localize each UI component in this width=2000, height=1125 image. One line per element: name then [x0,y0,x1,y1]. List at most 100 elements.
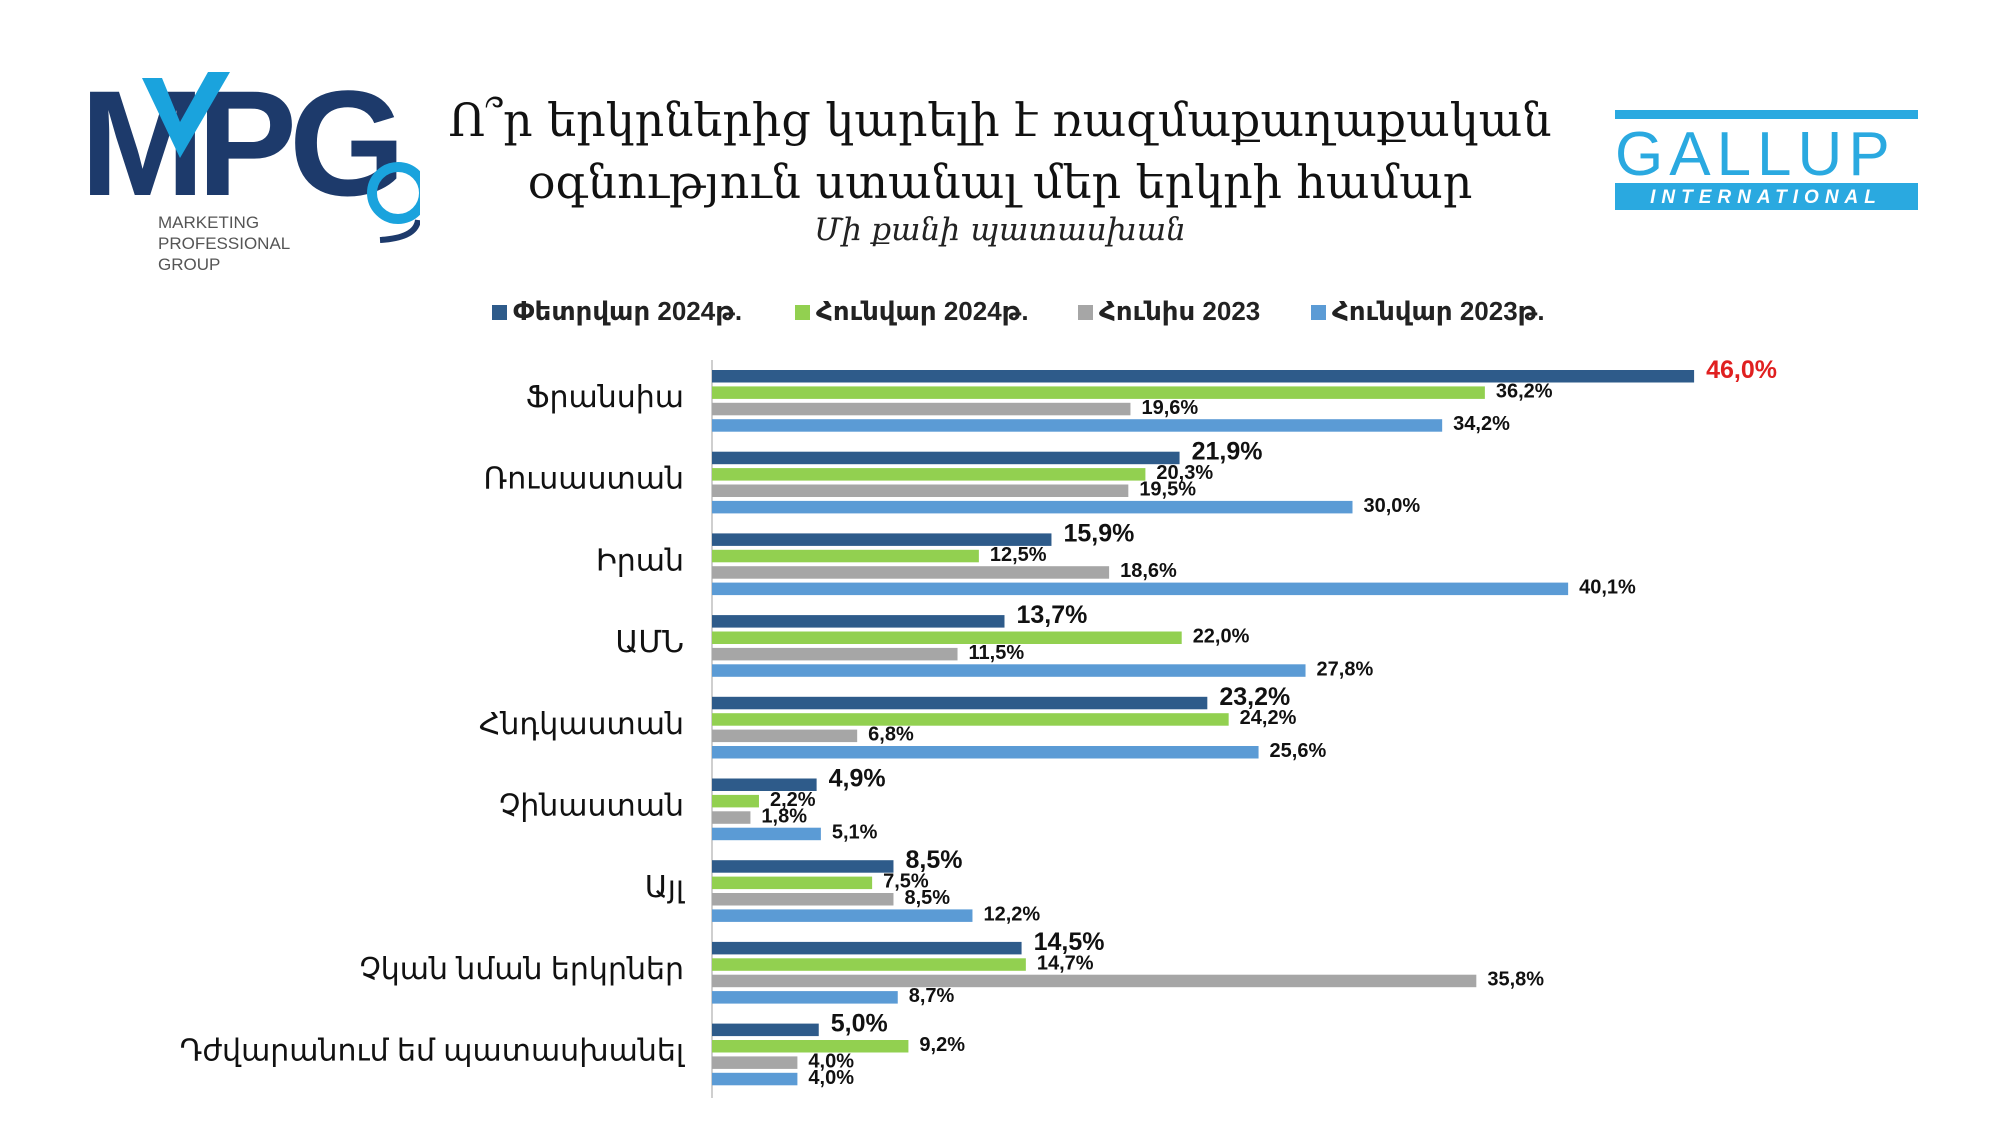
gallup-wordmark: GALLUP [1615,120,1896,189]
bar-s3-c4 [712,647,958,661]
bar-s2-c9 [712,1040,909,1053]
data-label-s1-c8: 14,5% [1034,928,1105,956]
bar-s2-c6 [712,794,759,808]
legend-label-3: Հունիս 2023 [1099,296,1260,326]
legend-swatch-1 [492,305,507,320]
bar-s3-c5 [712,729,858,743]
legend-label-4: Հունվար 2023թ. [1332,296,1545,326]
bar-s1-c1 [712,370,1695,383]
data-label-s3-c3: 18,6% [1120,560,1177,582]
data-label-s2-c9: 9,2% [919,1034,965,1056]
data-label-s3-c5: 6,8% [868,724,914,746]
data-label-s1-c7: 8,5% [905,846,962,874]
bar-s3-c7 [712,893,894,906]
category-label-2: Ռուսաստան [484,463,685,496]
bar-s1-c7 [712,860,894,873]
data-label-s2-c2: 20,3% [1156,462,1213,484]
bar-s1-c5 [712,696,1208,710]
category-label-9: Դժվարանում եմ պատասխանել [180,1035,686,1068]
data-label-s4-c1: 34,2% [1453,413,1510,435]
bar-s1-c4 [712,615,1005,628]
data-label-s3-c9: 4,0% [808,1050,854,1072]
chart-subtitle: Մի քանի պատասխան [814,212,1186,248]
bar-s4-c1 [712,419,1443,432]
data-label-s4-c2: 30,0% [1364,495,1421,517]
mpg-line2: PROFESSIONAL [158,234,290,253]
data-label-s3-c8: 35,8% [1487,969,1544,991]
data-label-s4-c4: 27,8% [1317,658,1374,680]
bar-s4-c8 [712,991,898,1004]
data-label-s1-c3: 15,9% [1063,519,1134,547]
data-label-s2-c1: 36,2% [1496,380,1553,402]
bar-s2-c7 [712,876,873,890]
bar-s2-c4 [712,631,1182,644]
gallup-logo: GALLUP INTERNATIONAL [1615,110,1918,210]
bar-s1-c3 [712,533,1052,546]
data-label-s3-c2: 19,5% [1139,479,1196,501]
bar-s3-c8 [712,974,1477,988]
data-label-s4-c9: 4,0% [808,1067,854,1089]
data-label-s2-c8: 14,7% [1037,952,1094,974]
category-label-1: Ֆրանսիա [526,381,684,414]
category-label-4: ԱՄՆ [615,626,684,659]
data-label-s2-c6: 2,2% [770,789,816,811]
mpg-line3: GROUP [158,255,220,274]
bar-s4-c6 [712,827,821,841]
bar-s2-c8 [712,958,1026,971]
data-label-s2-c5: 24,2% [1240,707,1297,729]
category-label-7: Այլ [645,871,686,904]
bar-s4-c9 [712,1072,798,1086]
mpg-wordmark: MPG [80,60,398,227]
data-label-s4-c3: 40,1% [1579,577,1636,599]
data-label-s1-c2: 21,9% [1192,438,1263,466]
bar-s4-c4 [712,664,1306,677]
data-label-s1-c9: 5,0% [831,1010,888,1038]
bar-s3-c9 [712,1056,798,1069]
data-label-s2-c7: 7,5% [883,871,929,893]
data-label-s2-c4: 22,0% [1193,626,1250,648]
bar-s3-c6 [712,811,751,824]
data-label-s3-c1: 19,6% [1141,397,1198,419]
bar-s2-c1 [712,386,1485,399]
data-label-s3-c4: 11,5% [969,642,1025,664]
bar-s4-c5 [712,746,1259,759]
data-label-s4-c8: 8,7% [909,985,955,1007]
bar-s2-c5 [712,713,1229,726]
gallup-subtitle: INTERNATIONAL [1650,187,1882,208]
legend-swatch-2 [795,305,810,320]
bar-s3-c1 [712,402,1131,416]
mpg-line1: MARKETING [158,213,259,232]
bar-s1-c8 [712,941,1022,955]
data-label-s1-c1: 46,0% [1706,356,1777,384]
data-label-s4-c7: 12,2% [983,903,1040,925]
category-label-8: Չկան նման երկրներ [359,953,684,986]
legend-swatch-4 [1311,305,1326,320]
mpg-logo: MPG MARKETING PROFESSIONAL GROUP [80,60,420,274]
bar-s4-c2 [712,500,1353,514]
legend-label-1: Փետրվար 2024թ. [513,296,742,326]
bar-s4-c3 [712,582,1569,596]
data-label-s3-c7: 8,5% [904,887,950,909]
bar-s1-c6 [712,778,817,791]
data-label-s4-c6: 5,1% [832,822,878,844]
category-label-6: Չինաստան [499,790,684,823]
category-label-5: Հնդկաստան [479,708,684,741]
chart-title-line2: օգնություն ստանալ մեր երկրի համար [527,155,1473,209]
bar-s2-c3 [712,549,979,563]
data-label-s2-c3: 12,5% [990,544,1047,566]
data-label-s1-c5: 23,2% [1219,683,1290,711]
bar-s3-c2 [712,484,1129,497]
mpg-check-icon [142,72,230,158]
data-label-s3-c6: 1,8% [761,805,807,827]
data-label-s1-c4: 13,7% [1016,601,1087,629]
bar-s3-c3 [712,566,1110,579]
bar-s2-c2 [712,468,1146,481]
chart-title-line1: Ո՞ր երկրներից կարելի է ռազմաքաղաքական [448,93,1552,147]
legend-swatch-3 [1078,305,1093,320]
category-label-3: Իրան [596,544,684,577]
data-label-s4-c5: 25,6% [1270,740,1327,762]
bar-s1-c9 [712,1023,819,1037]
legend-label-2: Հունվար 2024թ. [816,296,1029,326]
bar-s1-c2 [712,451,1180,465]
